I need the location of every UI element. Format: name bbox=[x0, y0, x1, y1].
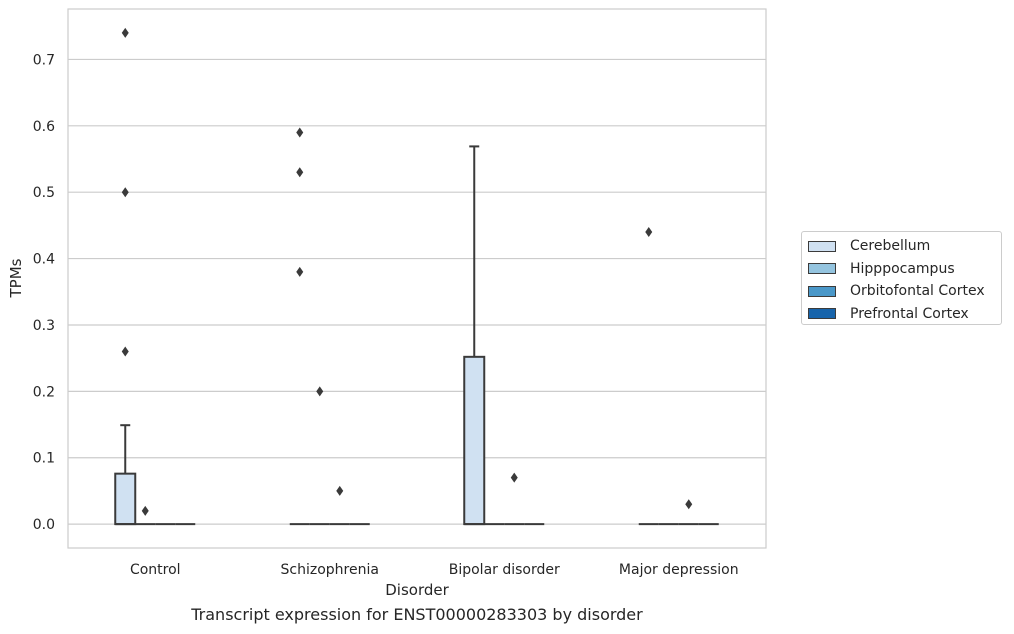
y-tick-label: 0.2 bbox=[33, 384, 55, 400]
y-axis-label: TPMs bbox=[7, 258, 25, 298]
box-cerebellum-bipolar-disorder bbox=[463, 145, 486, 526]
box-cerebellum-major-depression bbox=[638, 227, 659, 526]
y-tick-label: 0.6 bbox=[33, 119, 55, 135]
box-body bbox=[114, 472, 137, 526]
y-gridlines bbox=[68, 58, 766, 525]
box-body bbox=[463, 355, 486, 526]
y-tick-label: 0.0 bbox=[33, 517, 55, 533]
box-hipppocampus-schizophrenia bbox=[309, 386, 330, 526]
y-tick-label: 0.5 bbox=[33, 185, 55, 201]
x-tick-label: Schizophrenia bbox=[281, 562, 379, 578]
legend-item: Hipppocampus bbox=[808, 260, 955, 278]
outlier-point bbox=[296, 167, 304, 178]
x-tick-label: Control bbox=[130, 562, 181, 578]
outlier-point bbox=[510, 472, 518, 483]
x-tick-label: Bipolar disorder bbox=[449, 562, 560, 578]
legend-swatch bbox=[808, 308, 836, 319]
box-cerebellum-schizophrenia bbox=[289, 127, 310, 526]
box-orbitofontal-cortex-schizophrenia bbox=[329, 485, 350, 526]
x-tick-label: Major depression bbox=[619, 562, 739, 578]
outlier-point bbox=[336, 485, 344, 496]
box-orbitofontal-cortex-major-depression bbox=[678, 499, 699, 526]
legend-swatch bbox=[808, 240, 836, 252]
y-tick-label: 0.3 bbox=[33, 318, 55, 334]
legend-item: Cerebellum bbox=[808, 237, 930, 255]
outlier-point bbox=[121, 187, 129, 198]
outlier-point bbox=[645, 227, 653, 238]
outlier-point bbox=[121, 27, 129, 38]
legend-label: Orbitofontal Cortex bbox=[850, 283, 985, 299]
outlier-point bbox=[685, 499, 693, 510]
box-cerebellum-control bbox=[114, 27, 137, 526]
legend-label: Hipppocampus bbox=[850, 260, 955, 277]
outlier-point bbox=[141, 505, 149, 516]
box-orbitofontal-cortex-bipolar-disorder bbox=[504, 472, 525, 526]
legend: Cerebellum Hipppocampus Orbitofontal Corte… bbox=[801, 231, 1002, 325]
y-axis-ticks: 0.0 0.1 0.2 0.3 0.4 0.5 0.6 0.7 bbox=[33, 52, 55, 533]
y-tick-label: 0.1 bbox=[33, 451, 55, 467]
chart-caption: Transcript expression for ENST0000028330… bbox=[191, 605, 643, 624]
y-tick-label: 0.7 bbox=[33, 52, 55, 68]
outlier-point bbox=[121, 346, 129, 357]
box-hipppocampus-control bbox=[135, 505, 156, 526]
legend-item: Prefrontal Cortex bbox=[808, 305, 969, 323]
outlier-point bbox=[296, 127, 304, 138]
x-axis-label: Disorder bbox=[385, 581, 449, 599]
legend-label: Prefrontal Cortex bbox=[850, 305, 969, 322]
plot-area-frame bbox=[67, 8, 767, 549]
outlier-point bbox=[316, 386, 324, 397]
box-plot-marks bbox=[114, 27, 719, 526]
legend-label: Cerebellum bbox=[850, 238, 931, 254]
legend-swatch bbox=[808, 285, 836, 297]
legend-item: Orbitofontal Cortex bbox=[808, 282, 985, 300]
x-axis-ticks: Control Schizophrenia Bipolar disorder Majo… bbox=[130, 562, 739, 578]
outlier-point bbox=[296, 266, 304, 277]
y-tick-label: 0.4 bbox=[33, 252, 55, 268]
legend-swatch bbox=[808, 263, 836, 274]
